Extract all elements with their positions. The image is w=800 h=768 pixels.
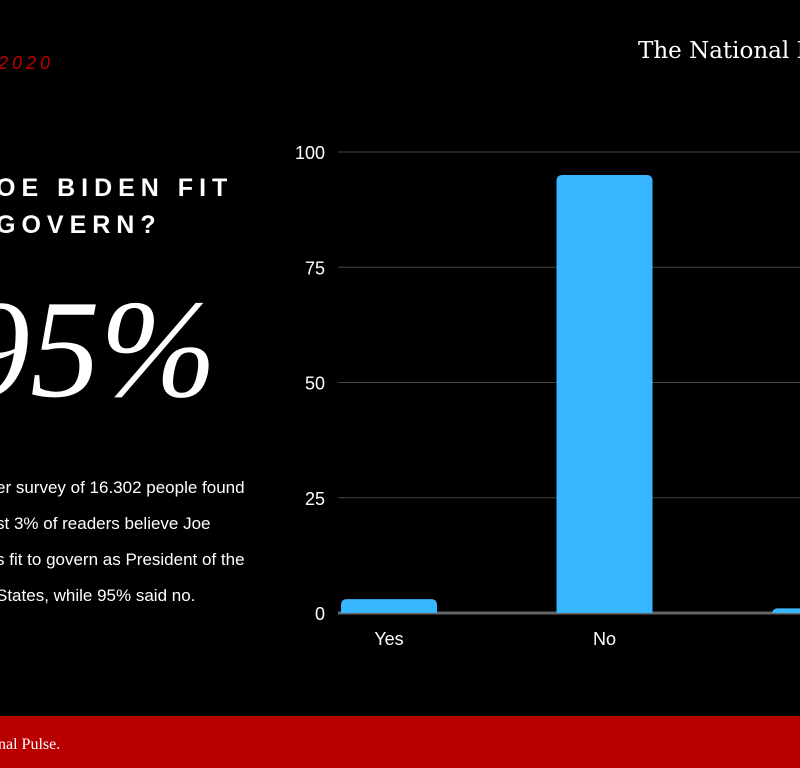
description-line: er survey of 16.302 people found [0, 478, 245, 497]
description-line: s fit to govern as President of the [0, 550, 245, 569]
description: er survey of 16.302 people found st 3% o… [0, 470, 245, 614]
question-line-2: GOVERN? [0, 211, 162, 239]
x-tick-label: No [593, 629, 616, 649]
date-label: 2020 [0, 53, 55, 73]
y-tick-label: 75 [305, 258, 325, 278]
x-tick-label: Yes [374, 629, 403, 649]
y-tick-label: 0 [315, 604, 325, 624]
bar-u [772, 608, 800, 615]
description-line: st 3% of readers believe Joe [0, 514, 211, 533]
question-heading: OE BIDEN FIT GOVERN? [0, 170, 233, 244]
footer-bar: nal Pulse. [0, 716, 800, 768]
bar-no [556, 175, 653, 614]
brand-title: The National P [638, 38, 800, 64]
question-line-1: OE BIDEN FIT [0, 174, 234, 202]
footer-text: nal Pulse. [0, 736, 61, 753]
bar-chart: 0255075100YesNoU [295, 143, 800, 649]
description-line: States, while 95% said no. [0, 586, 196, 605]
headline-value: 95% [0, 272, 217, 427]
y-tick-label: 100 [295, 143, 325, 163]
y-tick-label: 50 [305, 374, 325, 394]
y-tick-label: 25 [305, 489, 325, 509]
bar-yes [341, 599, 437, 613]
